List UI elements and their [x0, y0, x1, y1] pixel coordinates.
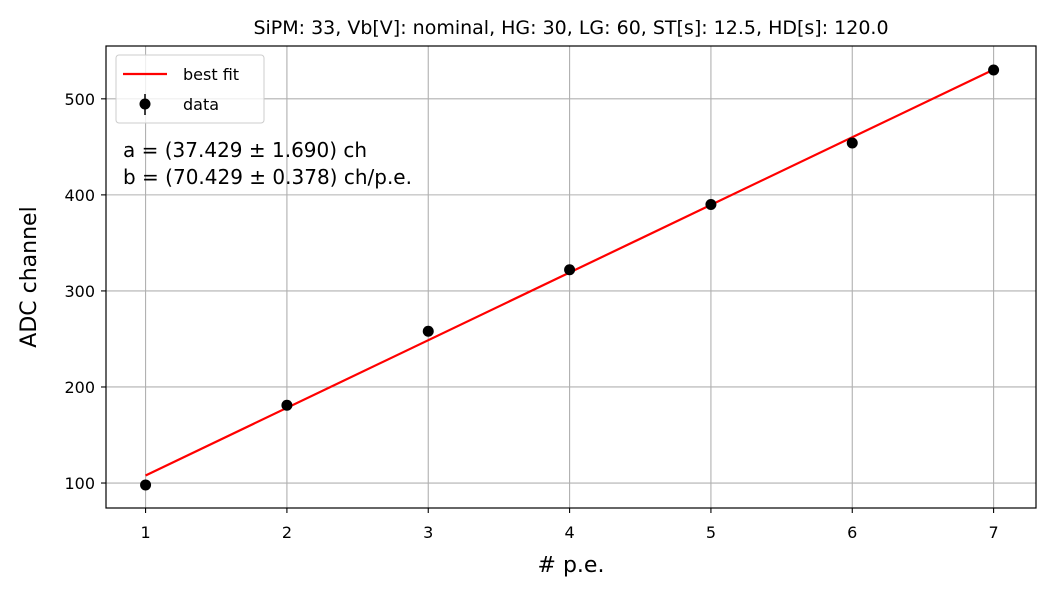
- series-layer: [140, 64, 1000, 491]
- y-tick-label: 500: [64, 90, 95, 109]
- y-tick-label: 100: [64, 474, 95, 493]
- data-point: [281, 399, 293, 411]
- x-axis-title: # p.e.: [538, 553, 605, 578]
- y-axis-title: ADC channel: [17, 206, 42, 347]
- x-tick-label: 3: [423, 523, 433, 542]
- data-point: [705, 198, 717, 210]
- x-tick-label: 5: [706, 523, 716, 542]
- data-point: [988, 64, 1000, 76]
- fit-parameter-b: b = (70.429 ± 0.378) ch/p.e.: [123, 165, 412, 189]
- legend-data-label: data: [183, 95, 219, 114]
- x-tick-label: 2: [282, 523, 292, 542]
- x-tick-label: 1: [140, 523, 150, 542]
- legend-box: [115, 54, 265, 124]
- grid: [106, 46, 1036, 508]
- ticks: 1 2 3 4 5 6 7 100 200 300 400 500: [64, 90, 998, 542]
- x-tick-label: 7: [989, 523, 999, 542]
- data-point: [846, 137, 858, 149]
- plot-frame: [105, 45, 1037, 509]
- fit-parameter-a: a = (37.429 ± 1.690) ch: [123, 138, 367, 162]
- y-tick-label: 300: [64, 282, 95, 301]
- legend: best fit data: [115, 54, 265, 124]
- y-tick-label: 400: [64, 186, 95, 205]
- legend-fit-label: best fit: [183, 65, 239, 84]
- y-tick-label: 200: [64, 378, 95, 397]
- chart-title: SiPM: 33, Vb[V]: nominal, HG: 30, LG: 60…: [253, 17, 888, 39]
- data-point: [422, 325, 434, 337]
- x-tick-label: 4: [564, 523, 574, 542]
- data-point: [140, 479, 152, 491]
- data-point: [564, 264, 576, 276]
- legend-data-marker: [139, 98, 151, 110]
- x-tick-label: 6: [847, 523, 857, 542]
